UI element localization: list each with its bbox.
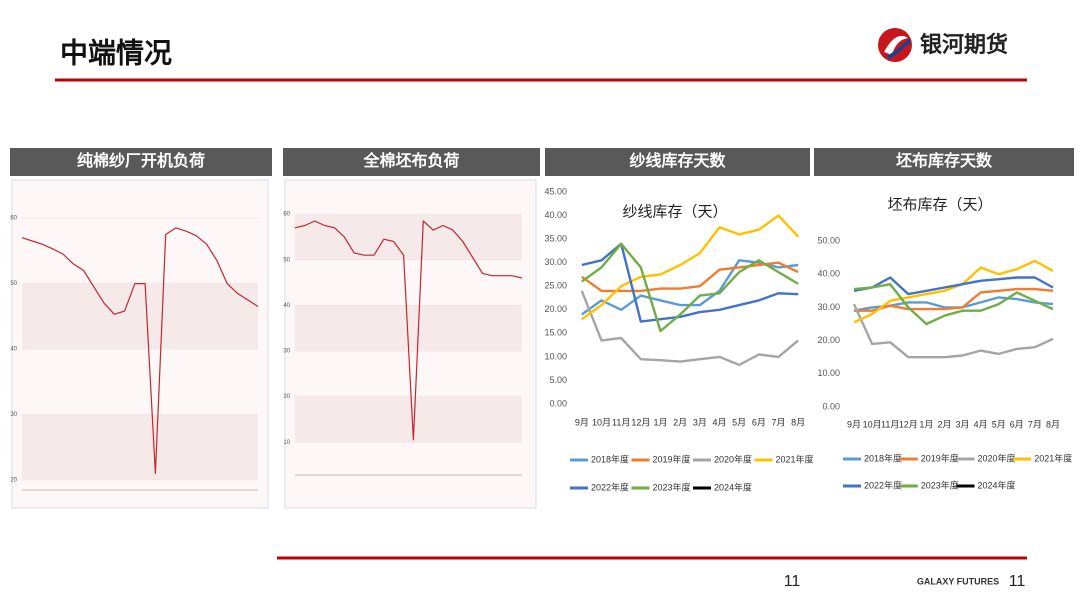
y-tick-label: 40.00 bbox=[544, 210, 567, 220]
y-tick-label: 50 bbox=[10, 281, 17, 287]
x-tick-label: 8月 bbox=[1046, 419, 1060, 429]
y-tick-label: 45.00 bbox=[544, 186, 567, 196]
panel-header bbox=[545, 148, 810, 176]
series-line bbox=[21, 227, 259, 475]
y-tick-label: 20 bbox=[283, 394, 290, 400]
legend-label: 2018年度 bbox=[591, 453, 629, 464]
chart-subtitle: 纱线库存（天） bbox=[622, 203, 727, 220]
x-tick-label: 6月 bbox=[1010, 419, 1024, 429]
y-tick-label: 15.00 bbox=[544, 328, 567, 338]
y-tick-label: 40 bbox=[10, 347, 17, 353]
x-tick-label: 5月 bbox=[992, 419, 1006, 429]
x-tick-label: 3月 bbox=[956, 419, 970, 429]
x-tick-label: 12月 bbox=[899, 419, 918, 429]
x-tick-label: 2月 bbox=[673, 417, 687, 427]
x-tick-label: 6月 bbox=[752, 417, 766, 427]
y-tick-label: 10.00 bbox=[544, 351, 567, 361]
series-line bbox=[854, 287, 1054, 312]
panel-title: 全棉坯布负荷 bbox=[362, 151, 459, 170]
x-tick-label: 4月 bbox=[712, 417, 726, 427]
logo-swoosh bbox=[886, 38, 912, 60]
panel-title: 纯棉纱厂开机负荷 bbox=[77, 151, 205, 170]
series-line bbox=[580, 290, 799, 367]
page-number: 11 bbox=[1009, 573, 1026, 590]
y-tick-label: 10 bbox=[283, 440, 290, 446]
y-tick-label: 40.00 bbox=[817, 269, 840, 279]
y-tick-label: 60 bbox=[10, 216, 17, 222]
x-tick-label: 3月 bbox=[693, 417, 707, 427]
logo-text: 银河期货 bbox=[920, 32, 1008, 57]
grid-band bbox=[295, 214, 522, 260]
x-tick-label: 9月 bbox=[847, 419, 861, 429]
y-tick-label: 5.00 bbox=[549, 375, 567, 385]
y-tick-label: 20.00 bbox=[817, 335, 840, 345]
x-tick-label: 1月 bbox=[919, 419, 933, 429]
legend-label: 2023年度 bbox=[653, 481, 691, 492]
series-line bbox=[853, 283, 1054, 326]
series-line bbox=[852, 303, 1054, 359]
y-tick-label: 0.00 bbox=[549, 398, 567, 408]
y-tick-label: 35.00 bbox=[544, 233, 567, 243]
slide-title: 中端情况 bbox=[60, 37, 172, 68]
legend-label: 2024年度 bbox=[714, 481, 752, 492]
x-tick-label: 9月 bbox=[575, 417, 589, 427]
x-tick-label: 7月 bbox=[1028, 419, 1042, 429]
legend-label: 2020年度 bbox=[714, 453, 752, 464]
x-tick-label: 10月 bbox=[592, 417, 611, 427]
panel-title: 纱线库存天数 bbox=[629, 151, 726, 170]
legend-label: 2019年度 bbox=[653, 453, 691, 464]
x-tick-label: 4月 bbox=[974, 419, 988, 429]
x-tick-label: 8月 bbox=[791, 417, 805, 427]
series-line bbox=[581, 242, 799, 333]
y-tick-label: 30 bbox=[283, 349, 290, 355]
y-tick-label: 50.00 bbox=[817, 235, 840, 245]
legend-label: 2022年度 bbox=[591, 481, 629, 492]
x-tick-label: 11月 bbox=[881, 419, 899, 429]
y-tick-label: 10.00 bbox=[817, 368, 840, 378]
chart-subtitle: 坯布库存（天） bbox=[887, 196, 992, 213]
legend-label: 2018年度 bbox=[864, 452, 902, 463]
y-tick-label: 20 bbox=[10, 478, 17, 484]
panel-header bbox=[283, 148, 540, 176]
y-tick-label: 20.00 bbox=[544, 304, 567, 314]
series-line bbox=[581, 214, 800, 321]
y-tick-label: 30.00 bbox=[817, 302, 840, 312]
grid-band bbox=[22, 414, 258, 480]
y-tick-label: 50 bbox=[283, 257, 290, 263]
y-tick-label: 0.00 bbox=[822, 401, 840, 411]
x-tick-label: 5月 bbox=[732, 417, 746, 427]
series-line bbox=[853, 259, 1054, 324]
legend-label: 2020年度 bbox=[978, 452, 1016, 463]
logo bbox=[878, 28, 912, 62]
panel-header bbox=[814, 148, 1074, 176]
grid-band bbox=[22, 283, 258, 350]
legend-label: 2021年度 bbox=[776, 453, 814, 464]
legend-label: 2023年度 bbox=[921, 479, 959, 490]
legend-label: 2019年度 bbox=[921, 452, 959, 463]
series-line bbox=[853, 276, 1054, 296]
x-tick-label: 7月 bbox=[771, 417, 785, 427]
y-tick-label: 30 bbox=[10, 412, 17, 418]
x-tick-label: 2月 bbox=[937, 419, 951, 429]
series-line bbox=[294, 220, 523, 441]
y-tick-label: 40 bbox=[283, 303, 290, 309]
x-tick-label: 11月 bbox=[612, 417, 630, 427]
legend-label: 2021年度 bbox=[1034, 452, 1072, 463]
x-tick-label: 1月 bbox=[653, 417, 667, 427]
y-tick-label: 25.00 bbox=[544, 281, 567, 291]
x-tick-label: 12月 bbox=[631, 417, 650, 427]
legend-label: 2024年度 bbox=[978, 479, 1016, 490]
y-tick-label: 60 bbox=[283, 212, 290, 218]
y-tick-label: 30.00 bbox=[544, 257, 567, 267]
grid-band bbox=[295, 396, 522, 443]
legend-label: 2022年度 bbox=[864, 479, 902, 490]
panel-title: 坯布库存天数 bbox=[896, 151, 993, 170]
logo-swoosh bbox=[884, 35, 908, 55]
panel-header bbox=[10, 148, 272, 176]
x-tick-label: 10月 bbox=[863, 419, 882, 429]
brand: GALAXY FUTURES bbox=[917, 576, 999, 586]
page-number: 11 bbox=[784, 573, 801, 590]
